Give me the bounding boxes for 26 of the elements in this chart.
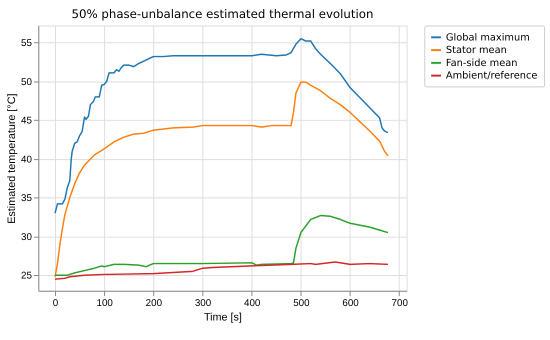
x-axis-title: Time [s] xyxy=(204,312,242,324)
y-tick-label: 25 xyxy=(21,270,32,282)
x-tick-label: 600 xyxy=(342,298,360,309)
x-tick-label: 400 xyxy=(244,298,261,309)
legend-label: Global maximum xyxy=(446,32,530,44)
x-tick-label: 700 xyxy=(392,298,408,309)
legend-label: Stator mean xyxy=(446,45,507,56)
x-tick-label: 0 xyxy=(52,298,59,309)
line-series xyxy=(54,214,389,276)
legend-label: Ambient/reference xyxy=(446,70,538,82)
y-tick-label: 45 xyxy=(21,116,32,127)
x-tick-label: 200 xyxy=(146,298,163,309)
y-tick-label: 35 xyxy=(21,193,32,204)
x-tick-label: 100 xyxy=(96,298,114,309)
line-series xyxy=(54,81,389,278)
x-tick-label: 500 xyxy=(293,298,310,309)
y-tick-label: 40 xyxy=(21,154,32,166)
legend-label: Fan-side mean xyxy=(446,58,518,69)
y-tick-label: 55 xyxy=(21,38,32,50)
y-tick-label: 30 xyxy=(21,232,32,243)
y-axis-title: Estimated temperature [°C] xyxy=(6,93,18,224)
line-series xyxy=(54,38,389,214)
chart-title: 50% phase-unbalance estimated thermal evolution xyxy=(72,7,374,22)
line-series xyxy=(54,261,389,280)
y-tick-label: 50 xyxy=(21,76,32,88)
x-tick-label: 300 xyxy=(194,298,212,309)
